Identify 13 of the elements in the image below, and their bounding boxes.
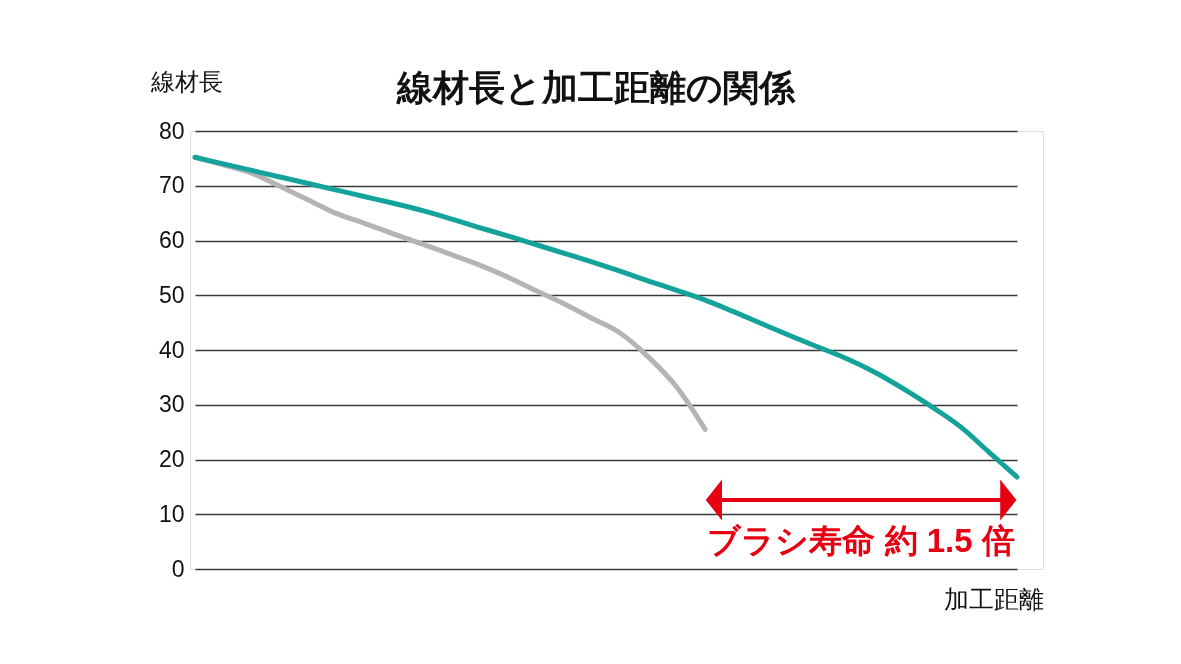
y-tick-label: 20 bbox=[158, 446, 185, 472]
y-tick-label: 60 bbox=[158, 227, 185, 253]
x-axis-title: 加工距離 bbox=[943, 584, 1044, 613]
y-tick-label: 70 bbox=[158, 172, 185, 199]
y-tick-label: 50 bbox=[158, 281, 185, 308]
y-tick-label: 30 bbox=[158, 391, 185, 418]
chart-title: 線材長と加工距離の関係 bbox=[395, 67, 796, 108]
y-tick-label: 10 bbox=[158, 500, 185, 527]
y-tick-label: 80 bbox=[158, 117, 185, 144]
y-tick-label: 40 bbox=[158, 336, 185, 363]
y-axis-title: 線材長 bbox=[149, 67, 223, 95]
y-tick-label: 0 bbox=[171, 555, 185, 582]
annotation: ブラシ寿命 約 1.5 倍 bbox=[707, 522, 1015, 559]
